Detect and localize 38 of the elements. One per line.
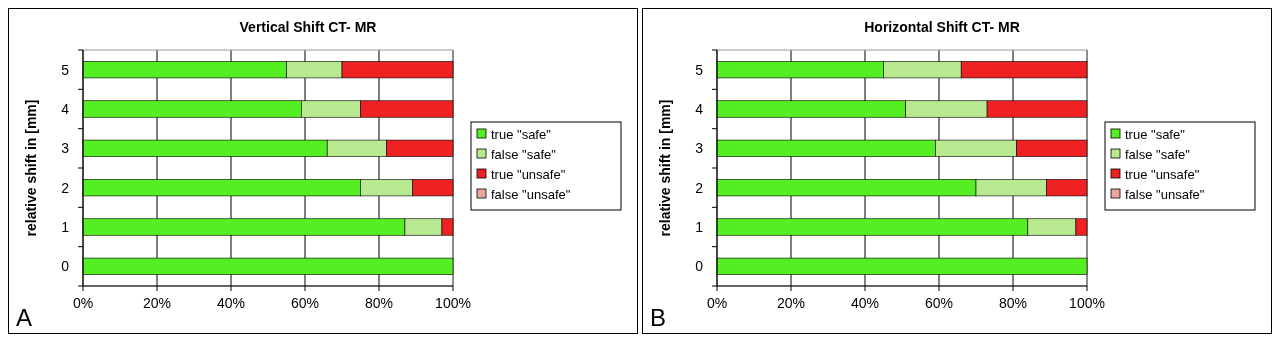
text: B — [650, 304, 667, 331]
legend-label: true "safe" — [491, 127, 552, 142]
legend-label: false "unsafe" — [1125, 187, 1205, 202]
y-axis-title: relative shift in [mm] — [657, 99, 673, 237]
y-tick-label: 2 — [61, 179, 70, 196]
chart-title: Horizontal Shift CT- MR — [864, 19, 1020, 35]
y-tick-label: 3 — [61, 140, 70, 157]
legend-label: false "unsafe" — [491, 187, 571, 202]
x-tick-label: 40% — [850, 295, 880, 311]
x-tick-label: 20% — [142, 295, 172, 311]
y-tick-label: 5 — [61, 61, 70, 78]
text: A — [16, 304, 33, 331]
y-tick-label: 5 — [695, 61, 704, 78]
y-tick-label: 0 — [61, 258, 70, 275]
legend-label: false "safe" — [491, 147, 557, 162]
y-tick-label: 1 — [695, 219, 704, 235]
x-tick-label: 40% — [216, 295, 246, 311]
y-tick-label: 4 — [61, 101, 70, 117]
x-tick-label: 20% — [776, 295, 806, 311]
y-tick-label: 3 — [695, 140, 704, 157]
x-tick-label: 60% — [290, 295, 320, 311]
x-tick-label: 100% — [435, 295, 471, 311]
y-tick-label: 0 — [695, 258, 704, 275]
y-tick-label: 1 — [61, 219, 70, 235]
legend-label: true "safe" — [1125, 127, 1186, 142]
y-axis-title: relative shift in [mm] — [23, 99, 39, 237]
legend-label: true "unsafe" — [491, 167, 566, 182]
x-tick-label: 100% — [1069, 295, 1105, 311]
x-tick-label: 0% — [72, 295, 94, 311]
legend-label: false "safe" — [1125, 147, 1191, 162]
x-tick-label: 60% — [924, 295, 954, 311]
x-tick-label: 80% — [364, 295, 394, 311]
x-tick-label: 0% — [706, 295, 728, 311]
x-tick-label: 80% — [998, 295, 1028, 311]
y-tick-label: 4 — [695, 101, 704, 117]
chart-title: Vertical Shift CT- MR — [239, 19, 377, 35]
y-tick-label: 2 — [695, 179, 704, 196]
legend-label: true "unsafe" — [1125, 167, 1200, 182]
